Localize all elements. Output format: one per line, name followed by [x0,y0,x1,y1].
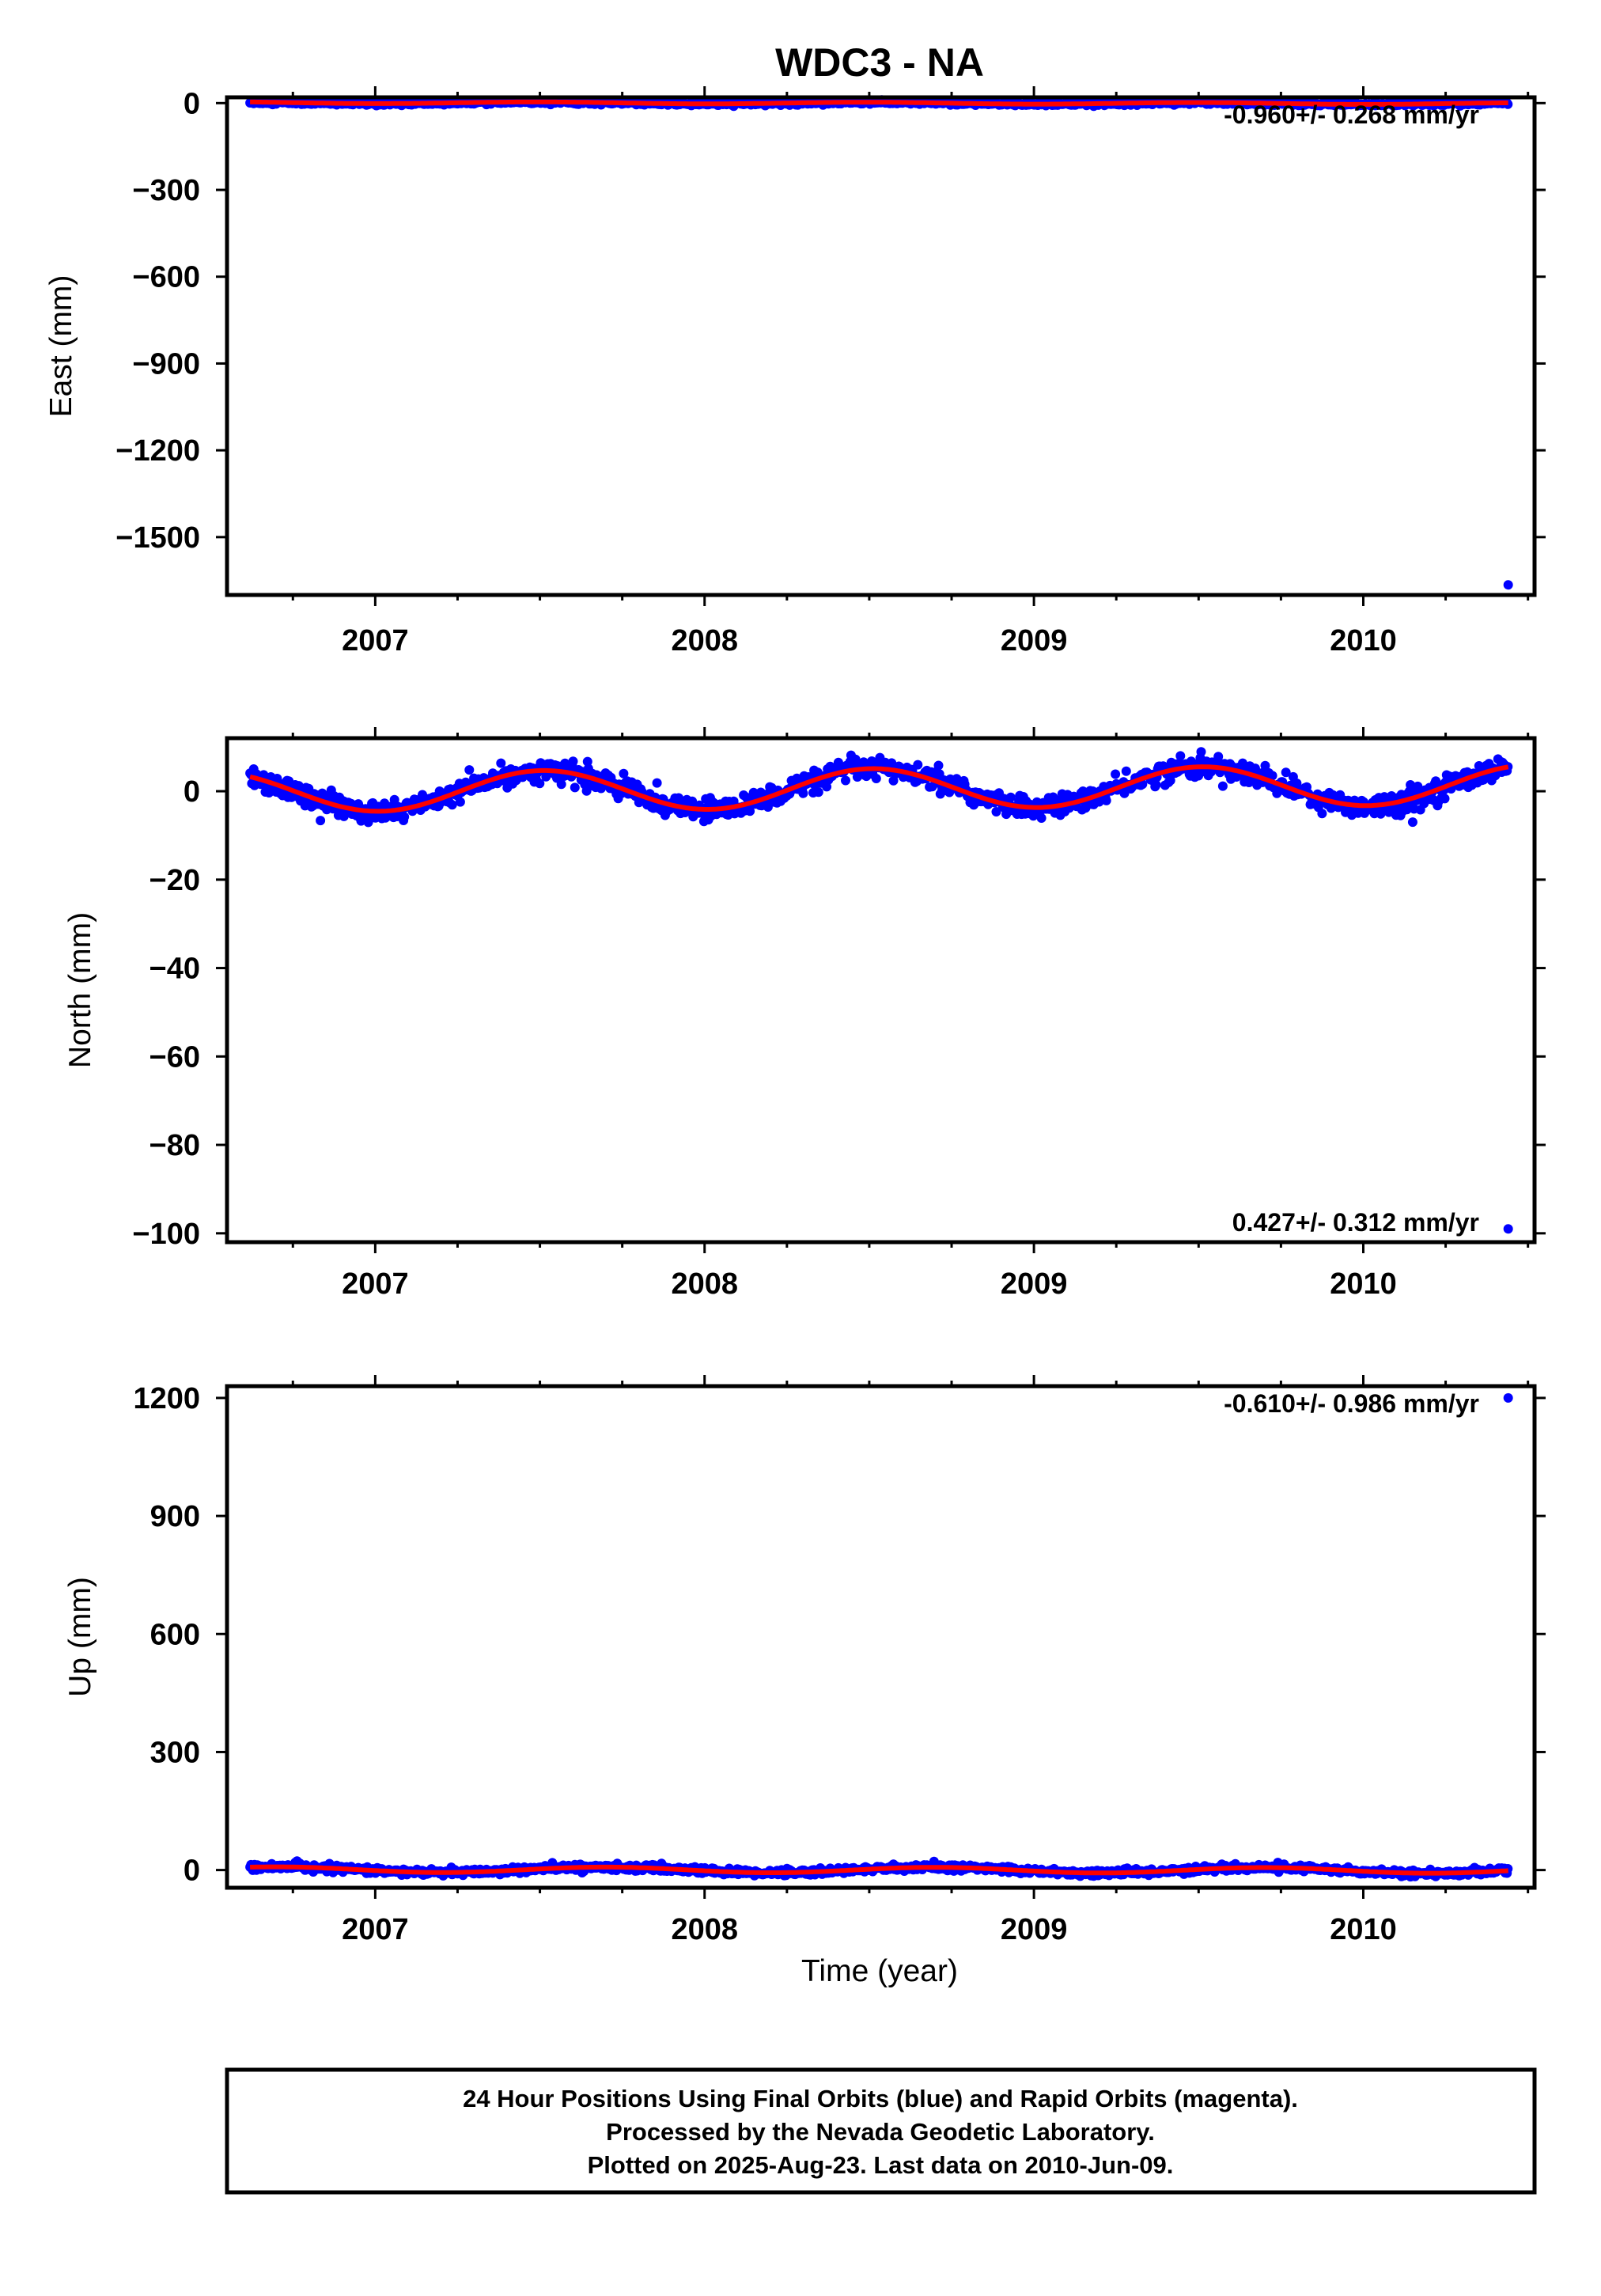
x-tick-label: 2008 [671,624,738,657]
data-point [496,758,506,768]
data-point [1213,752,1224,762]
data-point [1151,780,1161,790]
data-point [991,807,1001,816]
data-point [798,788,808,798]
x-tick-label: 2010 [1330,1913,1397,1946]
data-point [570,782,580,793]
data-point [556,779,566,790]
x-tick-label: 2007 [342,1913,409,1946]
data-point [652,778,662,788]
data-point [1005,792,1016,802]
y-tick-label: −600 [132,261,200,294]
y-tick-label: 0 [184,1855,200,1888]
data-point [850,754,861,764]
y-axis-label: Up (mm) [63,1577,97,1697]
data-layer [245,747,1513,828]
data-point [1101,795,1111,805]
data-point [316,816,326,826]
data-point [455,797,465,807]
x-tick-label: 2008 [671,1267,738,1301]
plot-frame [225,736,1537,1245]
y-tick-label: −60 [150,1040,200,1074]
data-point [1267,771,1277,781]
outlier-point [1503,580,1513,590]
x-axis-label: Time (year) [801,1954,958,1988]
data-point [619,768,629,779]
x-tick-label: 2007 [342,1267,409,1301]
data-point [399,812,410,822]
data-point [745,806,755,816]
y-tick-label: 600 [150,1618,200,1651]
x-tick-label: 2009 [1001,1913,1068,1946]
footer-line-plotted: Plotted on 2025-Aug-23. Last data on 201… [588,2151,1174,2179]
outlier-point [1407,817,1417,828]
model-fit-line [249,1864,1508,1876]
data-point [913,760,923,770]
x-tick-label: 2008 [671,1913,738,1946]
data-point [1281,767,1291,778]
y-tick-label: −900 [132,347,200,381]
x-tick-label: 2010 [1330,624,1397,657]
data-point [447,800,457,810]
plot-frame [225,95,1537,597]
data-point [1165,775,1175,786]
data-point [1121,766,1131,776]
plot-frame [225,1384,1537,1890]
data-point [582,756,592,767]
data-layer [245,1856,1513,1882]
y-tick-label: 900 [150,1500,200,1533]
y-tick-label: 0 [184,87,200,120]
data-point [1196,747,1206,757]
y-tick-label: −100 [132,1218,200,1251]
data-point [1111,769,1121,779]
data-point [1440,794,1450,804]
data-point [1260,760,1270,771]
footer-line-processed: Processed by the Nevada Geodetic Laborat… [606,2118,1155,2146]
data-point [871,774,881,783]
outlier-point [1503,1392,1513,1403]
up-panel: 1200 900 600 300 0 2007 2008 2009 2010 Up (mm) -0.… [63,1375,1546,1946]
y-axis-label: North (mm) [63,912,97,1068]
data-point [1036,813,1047,823]
data-point [568,756,578,767]
x-tick-label: 2009 [1001,1267,1068,1301]
east-panel: 0 −300 −600 −900 −1200 −1500 2007 2008 2009 2010 E… [44,86,1546,657]
data-point [1292,779,1302,788]
data-point [464,765,475,775]
rate-annotation: -0.960+/- 0.268 mm/yr [1224,100,1479,129]
y-tick-label: 1200 [133,1382,200,1415]
rate-annotation: -0.610+/- 0.986 mm/yr [1224,1389,1479,1418]
rate-annotation: 0.427+/- 0.312 mm/yr [1232,1208,1479,1237]
data-point [1175,751,1186,761]
x-tick-label: 2009 [1001,624,1068,657]
data-point [1217,781,1228,791]
x-tick-label: 2007 [342,624,409,657]
y-tick-label: −40 [150,953,200,986]
y-tick-label: −20 [150,864,200,897]
x-tick-label: 2010 [1330,1267,1397,1301]
data-point [535,779,545,789]
footer-line-orbits: 24 Hour Positions Using Final Orbits (bl… [463,2085,1298,2112]
model-fit-line [250,99,1508,107]
data-point [813,787,823,798]
y-tick-label: 0 [184,775,200,809]
chart-title: WDC3 - NA [775,40,984,85]
y-tick-label: −300 [132,174,200,207]
y-tick-label: 300 [150,1736,200,1769]
outlier-point [1503,1224,1513,1234]
model-fit-line [249,764,1509,814]
data-point [933,760,944,771]
data-point [841,775,850,786]
y-axis-label: East (mm) [44,275,78,418]
north-panel: 0 −20 −40 −60 −80 −100 2007 2008 2009 2010 North (… [63,727,1546,1301]
data-point [1317,809,1327,819]
y-tick-label: −1500 [115,521,200,555]
data-point [581,786,592,796]
y-tick-label: −1200 [115,434,200,468]
footer-box [225,2067,1537,2195]
y-tick-label: −80 [150,1129,200,1162]
